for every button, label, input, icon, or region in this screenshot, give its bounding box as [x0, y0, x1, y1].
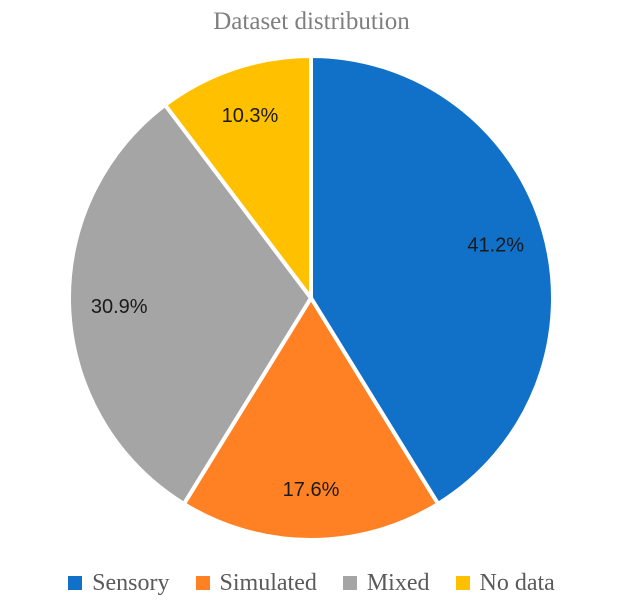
data-label-no-data: 10.3%: [222, 105, 279, 127]
pie-slice-mixed[interactable]: [67, 102, 313, 506]
legend-item-no-data[interactable]: No data: [455, 569, 555, 597]
data-label-mixed: 30.9%: [91, 296, 148, 318]
legend-swatch-no-data: [455, 576, 470, 590]
legend-swatch-simulated: [195, 576, 210, 590]
legend-swatch-mixed: [342, 576, 357, 590]
legend: Sensory Simulated Mixed No data: [0, 565, 623, 601]
pie-slice-simulated[interactable]: [181, 296, 441, 542]
legend-item-mixed[interactable]: Mixed: [342, 569, 430, 597]
legend-label-simulated: Simulated: [219, 569, 317, 596]
legend-swatch-sensory: [68, 576, 83, 590]
pie-chart: 41.2% 17.6% 30.9% 10.3%: [67, 54, 555, 542]
data-label-simulated: 17.6%: [283, 479, 340, 501]
legend-item-simulated[interactable]: Simulated: [195, 569, 317, 597]
pie-slice-sensory[interactable]: [309, 54, 555, 506]
legend-label-sensory: Sensory: [92, 569, 170, 596]
legend-item-sensory[interactable]: Sensory: [68, 569, 170, 597]
pie-slice-no-data[interactable]: [163, 54, 313, 300]
chart-title: Dataset distribution: [213, 8, 410, 35]
legend-label-no-data: No data: [479, 569, 555, 596]
legend-label-mixed: Mixed: [366, 569, 430, 596]
data-label-sensory: 41.2%: [467, 235, 524, 257]
